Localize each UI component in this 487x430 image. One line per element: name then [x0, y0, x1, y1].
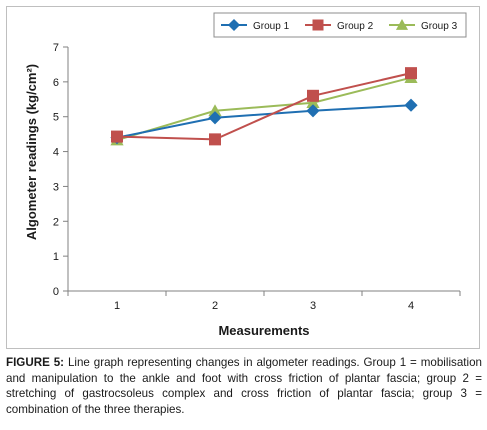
series-line [116, 76, 412, 142]
series-layer [110, 67, 418, 146]
legend-marker [312, 19, 324, 31]
y-tick-label: 2 [53, 216, 59, 228]
line-chart: Group 1 Group 2 Group 3 0 1 2 3 4 5 6 7 1 2 3 4 Algom… [24, 12, 467, 338]
y-tick-label: 7 [53, 42, 59, 54]
data-point [111, 130, 123, 143]
y-tick-label: 4 [53, 147, 59, 159]
series-2 [111, 67, 417, 146]
data-point [404, 98, 418, 112]
x-tick-label: 3 [310, 300, 316, 312]
data-point [306, 96, 320, 109]
legend-entry: Group 1 [221, 18, 290, 32]
y-tick-label: 0 [53, 286, 59, 298]
axes: 0 1 2 3 4 5 6 7 1 2 3 4 [53, 42, 461, 312]
data-point [209, 133, 221, 146]
figure-caption: FIGURE 5: Line graph representing change… [6, 355, 482, 417]
data-point [208, 104, 222, 117]
y-tick-label: 5 [53, 112, 59, 124]
series-3 [110, 71, 418, 146]
legend-label: Group 3 [421, 21, 458, 32]
data-point [306, 104, 320, 118]
x-tick-label: 4 [408, 300, 414, 312]
y-tick-label: 6 [53, 77, 59, 89]
legend: Group 1 Group 2 Group 3 [213, 12, 467, 38]
legend-box [213, 12, 467, 38]
x-tick-label: 1 [114, 300, 120, 312]
legend-marker [227, 18, 241, 32]
x-tick-label: 2 [212, 300, 218, 312]
series-line [116, 72, 412, 141]
data-point [307, 89, 319, 102]
y-tick-label: 1 [53, 251, 59, 263]
figure-frame [6, 6, 480, 349]
legend-label: Group 2 [337, 21, 374, 32]
legend-entry: Group 2 [305, 19, 374, 32]
y-axis-title: Algometer readings (kg/cm²) [24, 64, 39, 240]
legend-entry: Group 3 [389, 18, 458, 32]
legend-label: Group 1 [253, 21, 290, 32]
data-point [405, 67, 417, 80]
y-tick-label: 3 [53, 181, 59, 193]
legend-marker [395, 18, 409, 30]
x-axis-title: Measurements [218, 323, 309, 338]
series-line [116, 104, 412, 139]
series-1 [110, 98, 418, 145]
caption-label: FIGURE 5: [6, 356, 65, 369]
data-point [208, 111, 222, 125]
caption-text: Line graph representing changes in algom… [6, 356, 482, 416]
